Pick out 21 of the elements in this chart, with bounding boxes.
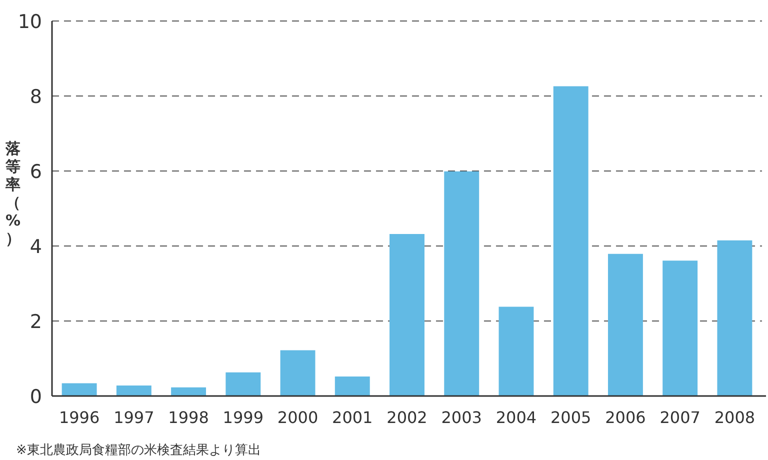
y-tick-label: 4 — [30, 236, 42, 258]
x-tick-label: 2005 — [550, 408, 592, 427]
y-tick-label: 0 — [30, 386, 42, 408]
x-tick-label: 2008 — [714, 408, 756, 427]
x-tick-label: 1999 — [222, 408, 264, 427]
y-tick-label: 6 — [30, 161, 42, 183]
y-tick-label: 10 — [18, 11, 42, 33]
text: ※東北農政局食糧部の米検査結果より算出 — [16, 443, 261, 458]
y-axis-title: 落等率（%） — [4, 140, 22, 248]
x-tick-label: 2001 — [332, 408, 373, 427]
x-tick-label: 2003 — [441, 408, 482, 427]
x-tick-label: 2004 — [496, 408, 537, 427]
x-tick-label: 1996 — [58, 408, 100, 427]
x-tick-label: 2002 — [386, 408, 428, 427]
x-tick-label: 2006 — [605, 408, 646, 427]
y-tick-label: 8 — [30, 86, 42, 108]
x-tick-label: 2007 — [660, 408, 700, 427]
x-tick-label: 1997 — [114, 408, 154, 427]
x-tick-label: 1998 — [168, 408, 209, 427]
x-tick-label: 2000 — [277, 408, 318, 427]
y-tick-label: 2 — [30, 311, 42, 333]
